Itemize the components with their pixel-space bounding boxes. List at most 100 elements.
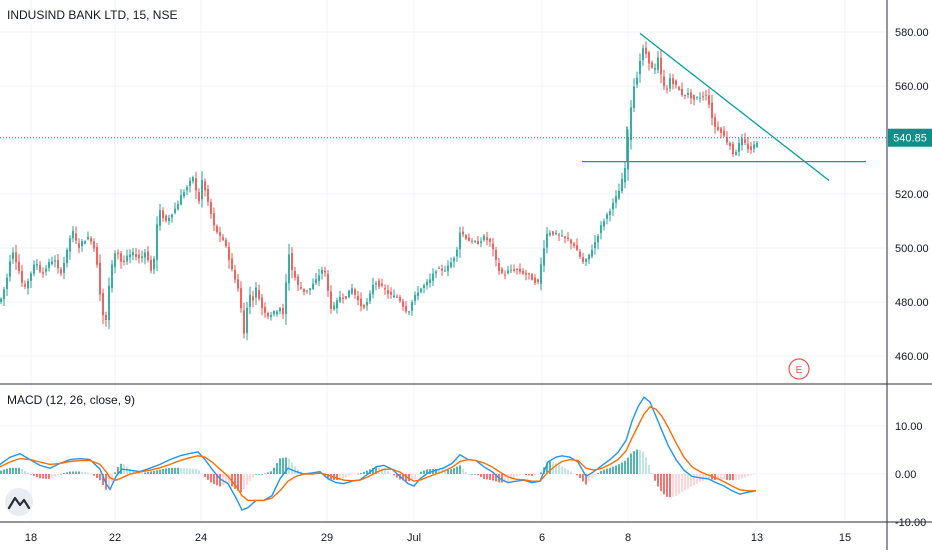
candle-body [570,239,572,244]
candle-body [609,211,611,216]
macd-histogram-bar [18,467,20,474]
macd-histogram-bar [474,474,476,475]
macd-histogram-bar [600,470,602,474]
candle-body [408,311,410,313]
candle-body [117,252,119,254]
macd-histogram-bar [639,450,641,474]
candle-body [180,195,182,205]
candle-body [33,264,35,274]
candle-body [219,232,221,236]
candle-body [480,241,482,243]
candle-body [477,240,479,245]
candle-body [387,290,389,294]
macd-histogram-bar [495,474,497,482]
earnings-marker-label: E [796,365,803,376]
candle-body [300,287,302,289]
macd-histogram-bar [156,470,158,474]
candle-body [276,311,278,315]
macd-histogram-bar [165,468,167,474]
macd-histogram-bar [246,474,248,485]
candle-body [78,243,80,248]
candle-body [174,208,176,214]
macd-histogram-bar [372,467,374,474]
macd-histogram-bar [171,467,173,474]
candle-body [510,269,512,271]
candle-body [228,246,230,261]
candle-body [345,296,347,299]
candle-body [471,240,473,242]
macd-histogram-bar [102,474,104,485]
macd-histogram-bar [684,474,686,491]
macd-histogram-bar [51,474,53,478]
macd-histogram-bar [693,474,695,486]
macd-histogram-bar [273,467,275,474]
earnings-marker[interactable]: E [788,358,810,380]
candle-body [513,269,515,271]
price-tick-label: 480.00 [895,297,929,309]
macd-histogram-bar [672,474,674,497]
candle-body [705,94,707,96]
macd-layer [0,396,757,511]
macd-histogram-bar [513,474,515,478]
macd-histogram-bar [3,469,5,474]
macd-histogram-bar [486,474,488,480]
candle-body [573,243,575,246]
candle-body [561,235,563,237]
macd-histogram-bar [438,469,440,474]
macd-histogram-bar [393,474,395,476]
macd-pane-title: MACD (12, 26, close, 9) [7,393,135,407]
candle-body [459,232,461,250]
macd-histogram-bar [522,474,524,475]
candle-body [399,297,401,302]
price-tick-label: 560.00 [895,81,929,93]
macd-histogram-bar [168,467,170,474]
candle-body [30,273,32,281]
macd-histogram-bar [675,474,677,496]
candle-body [207,189,209,202]
macd-histogram-bar [570,471,572,474]
macd-histogram-bar [492,474,494,481]
candle-body [144,252,146,258]
macd-histogram-bar [258,474,260,475]
logo-icon[interactable] [5,488,33,516]
candle-body [492,243,494,250]
candle-body [606,214,608,219]
macd-histogram-bar [696,474,698,484]
macd-histogram-bar [6,468,8,474]
descending-trendline[interactable] [639,32,830,182]
macd-histogram-bar [354,474,356,475]
macd-histogram-bar [96,474,98,478]
macd-histogram-bar [183,468,185,474]
candle-body [333,305,335,310]
candle-body [744,139,746,143]
macd-histogram-bar [429,469,431,474]
macd-histogram-bar [81,471,83,474]
candle-body [558,234,560,236]
macd-histogram-bar [153,470,155,474]
macd-histogram-bar [651,472,653,474]
macd-histogram-bar [30,474,32,475]
candle-body [738,142,740,152]
candle-body [474,241,476,243]
candle-body [297,276,299,286]
macd-histogram-bar [108,474,110,490]
x-tick-label: 15 [839,532,851,544]
x-tick-label: 13 [751,532,763,544]
candle-body [432,273,434,281]
macd-histogram-bar [252,474,254,478]
macd-histogram-bar [264,473,266,475]
candle-body [429,279,431,283]
macd-histogram-bar [516,474,518,477]
candle-body [339,296,341,302]
macd-histogram-bar [738,474,740,480]
macd-histogram-bar [459,465,461,474]
price-tick-label: 520.00 [895,189,929,201]
macd-histogram-bar [420,471,422,474]
candle-body [156,224,158,260]
macd-histogram-bar [594,474,596,476]
candle-body [525,272,527,275]
candle-body [729,143,731,147]
macd-histogram-bar [240,474,242,493]
macd-histogram-bar [54,474,56,477]
candle-body [441,268,443,271]
